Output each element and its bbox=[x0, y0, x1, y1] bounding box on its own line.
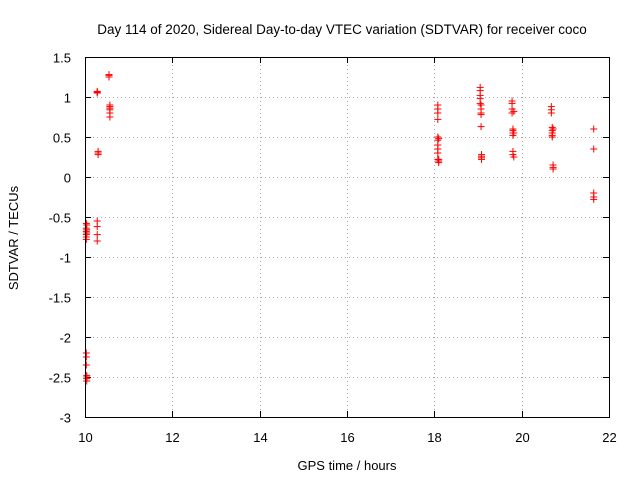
y-tick-label: -0.5 bbox=[49, 211, 71, 226]
data-point bbox=[82, 361, 90, 369]
data-point bbox=[94, 151, 102, 159]
data-point bbox=[477, 111, 485, 119]
y-tick-label: -3 bbox=[59, 411, 71, 426]
data-point bbox=[93, 237, 101, 245]
x-tick-label: 16 bbox=[340, 430, 354, 445]
chart-title: Day 114 of 2020, Sidereal Day-to-day VTE… bbox=[97, 22, 586, 37]
y-tick-label: 1 bbox=[64, 91, 71, 106]
plot-frame bbox=[85, 57, 610, 418]
x-tick-label: 12 bbox=[165, 430, 179, 445]
x-tick-label: 18 bbox=[427, 430, 441, 445]
data-point bbox=[477, 123, 485, 131]
data-point bbox=[510, 129, 518, 137]
y-tick-label: -2 bbox=[59, 331, 71, 346]
data-point bbox=[83, 221, 91, 229]
data-point bbox=[93, 88, 101, 96]
y-tick-label: -1 bbox=[59, 251, 71, 266]
data-point bbox=[547, 109, 555, 117]
data-point bbox=[476, 99, 484, 107]
data-point bbox=[106, 101, 114, 109]
data-point bbox=[548, 133, 556, 141]
axis-ticks: 10 12 14 16 18 20 22 -3 -2.5 -2 -1.5 -1 -0.5 0 0.5 1 1.5 bbox=[49, 51, 617, 446]
data-point bbox=[590, 195, 598, 203]
x-tick-label: 10 bbox=[78, 430, 92, 445]
data-point bbox=[82, 353, 90, 361]
x-axis-label: GPS time / hours bbox=[298, 458, 397, 473]
data-point bbox=[105, 71, 113, 79]
data-point bbox=[590, 125, 598, 133]
y-tick-label: 0 bbox=[64, 171, 71, 186]
data-point bbox=[434, 115, 442, 123]
data-point bbox=[83, 377, 91, 385]
x-tick-label: 20 bbox=[515, 430, 529, 445]
x-tick-label: 22 bbox=[602, 430, 616, 445]
y-tick-label: -2.5 bbox=[49, 371, 71, 386]
data-point bbox=[435, 159, 443, 167]
data-point bbox=[508, 109, 516, 117]
data-point bbox=[434, 109, 442, 117]
x-tick-label: 14 bbox=[253, 430, 267, 445]
y-axis-label: SDTVAR / TECUs bbox=[6, 185, 21, 290]
gridlines bbox=[85, 57, 609, 417]
data-point bbox=[435, 135, 443, 143]
data-point bbox=[93, 231, 101, 239]
data-point bbox=[590, 145, 598, 153]
data-point bbox=[93, 223, 101, 231]
data-point bbox=[549, 165, 557, 173]
y-tick-label: 1.5 bbox=[53, 51, 71, 66]
data-points bbox=[82, 71, 598, 385]
data-point bbox=[510, 107, 518, 115]
data-point bbox=[434, 149, 442, 157]
data-point bbox=[510, 153, 518, 161]
y-tick-label: -1.5 bbox=[49, 291, 71, 306]
y-tick-label: 0.5 bbox=[53, 131, 71, 146]
data-point bbox=[549, 125, 557, 133]
data-point bbox=[82, 235, 90, 243]
data-point bbox=[477, 155, 485, 163]
